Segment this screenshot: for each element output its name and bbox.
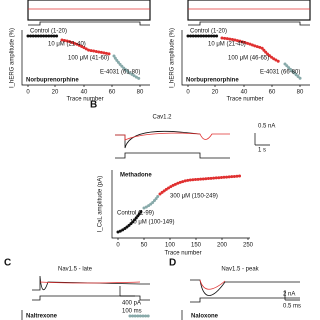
label: Naltrexone — [26, 314, 58, 320]
label: 10 μM (21-40) — [48, 42, 86, 48]
label: I_hERG amplitude (%) — [170, 28, 176, 88]
label: 0 — [26, 90, 30, 96]
label: Norbuprenorphine — [186, 78, 239, 84]
label: E-4031 (66-80) — [260, 70, 300, 76]
label: 0 — [116, 243, 120, 249]
label: 10 μM (100-149) — [130, 220, 174, 226]
label: 80 — [137, 90, 144, 96]
traces-b — [115, 131, 270, 159]
label: C — [4, 258, 11, 269]
plot-b — [111, 170, 250, 240]
label: 300 μM (150-249) — [170, 194, 218, 200]
label: 250 — [243, 243, 254, 249]
label: Control (1-20) — [190, 29, 227, 35]
traces — [27, 0, 311, 26]
label: 0.5 nA — [258, 124, 275, 130]
label: 40 — [81, 90, 88, 96]
label: 100 μM (41-60) — [68, 56, 109, 62]
label: Cav1.2 — [152, 115, 172, 121]
label: 400 pA — [122, 301, 141, 307]
label: Methadone — [120, 173, 152, 179]
label: E-4031 (61-80) — [100, 70, 140, 76]
label: 0 — [186, 90, 190, 96]
label: I_hERG amplitude (%) — [10, 28, 16, 88]
label: Trace number — [226, 97, 263, 103]
label: 100 μM (46-65) — [228, 56, 269, 62]
label: 20 — [52, 90, 59, 96]
label: 40 — [241, 90, 248, 96]
label: I_CaL amplitude (pA) — [98, 176, 104, 232]
label: Nav1.5 - late — [58, 267, 93, 273]
label: 10 μM (21-45) — [208, 42, 246, 48]
label: 1 s — [258, 148, 266, 154]
label: 60 — [269, 90, 276, 96]
traces-c-d — [21, 275, 300, 320]
label: Trace number — [164, 251, 201, 257]
label: 100 — [165, 243, 176, 249]
label: 150 — [191, 243, 202, 249]
label: Trace number — [66, 97, 103, 103]
label: 80 — [297, 90, 304, 96]
label: 200 — [217, 243, 228, 249]
plot-a-left — [21, 30, 150, 87]
label: B — [90, 100, 97, 111]
label: Control (1-20) — [30, 29, 67, 35]
label: D — [169, 258, 176, 269]
label: Norbuprenorphine — [26, 78, 79, 84]
label: Nav1.5 - peak — [221, 267, 259, 273]
plot-a-right — [181, 30, 310, 87]
label: Naloxone — [191, 314, 219, 320]
label: 2 nA — [283, 292, 295, 298]
label: 20 — [212, 90, 219, 96]
label: 100 ms — [122, 309, 142, 315]
label: Control (1-99) — [117, 211, 154, 217]
label: 50 — [141, 243, 148, 249]
label: 60 — [109, 90, 116, 96]
label: 0.5 ms — [283, 304, 301, 310]
